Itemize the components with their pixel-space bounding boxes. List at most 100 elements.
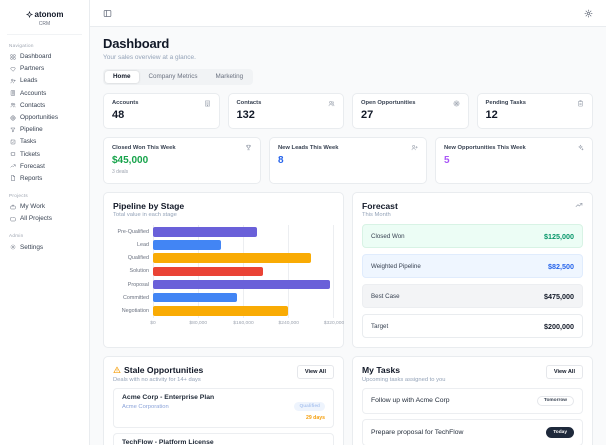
- task-due-badge: Today: [546, 427, 574, 438]
- sidebar-toggle-icon[interactable]: [103, 9, 112, 18]
- chart-bar-track: [153, 277, 334, 292]
- opportunity-company: Acme Corporation: [122, 403, 169, 410]
- sidebar-item[interactable]: Accounts: [7, 87, 82, 99]
- sidebar-item[interactable]: Opportunities: [7, 111, 82, 123]
- sidebar-item-label: My Work: [20, 203, 46, 211]
- stat-card-label: Pending Tasks: [485, 99, 526, 106]
- task-item[interactable]: Prepare proposal for TechFlow Today: [362, 419, 583, 445]
- sidebar-item[interactable]: Dashboard: [7, 51, 82, 63]
- chart-x-tick: $80,000: [189, 320, 208, 326]
- sidebar-item-label: Leads: [20, 77, 38, 85]
- stat-card-label: Contacts: [236, 99, 262, 106]
- page-subtitle: Your sales overview at a glance.: [103, 53, 196, 61]
- forecast-row-label: Target: [371, 322, 389, 330]
- sidebar-item[interactable]: Contacts: [7, 99, 82, 111]
- sidebar-item[interactable]: Tasks: [7, 136, 82, 148]
- sidebar-item-label: Tickets: [20, 150, 41, 158]
- tab[interactable]: Marketing: [215, 73, 244, 81]
- forecast-row-label: Closed Won: [371, 232, 405, 240]
- sidebar-item[interactable]: Partners: [7, 63, 82, 75]
- chart-category-label: Qualified: [127, 255, 149, 262]
- sidebar-item-label: Accounts: [20, 89, 47, 97]
- task-item[interactable]: Follow up with Acme Corp Tomorrow: [362, 387, 583, 415]
- dashboard-tabs: Home Company Metrics Marketing: [103, 68, 254, 85]
- stale-opportunity-item[interactable]: Acme Corp - Enterprise Plan Acme Corpora…: [113, 387, 334, 428]
- stat-cards-row: Accounts 48 Contacts 132 Open Opportunit…: [103, 92, 593, 130]
- chart-bar-track: [153, 225, 334, 239]
- chart-category-label: Negotiation: [121, 307, 149, 314]
- forecast-title: Forecast: [362, 200, 398, 211]
- sidebar-item-label: Opportunities: [20, 114, 59, 122]
- chart-bar-track: [153, 238, 334, 252]
- chart-category-label: Solution: [129, 268, 149, 275]
- stale-opportunity-item[interactable]: TechFlow - Platform License TechFlow Sol…: [113, 432, 334, 445]
- week-card-label: Closed Won This Week: [112, 145, 176, 152]
- trending-up-icon: [575, 201, 583, 209]
- stale-opportunities-panel: Stale Opportunities Deals with no activi…: [103, 356, 344, 445]
- tasks-list: Follow up with Acme Corp Tomorrow Prepar…: [362, 387, 583, 445]
- gear-icon[interactable]: [584, 9, 593, 18]
- sidebar-item[interactable]: Forecast: [7, 160, 82, 172]
- sidebar-item[interactable]: Tickets: [7, 148, 82, 160]
- sidebar-item[interactable]: Leads: [7, 75, 82, 87]
- sidebar-item-label: Partners: [20, 65, 45, 73]
- sidebar: atonom CRM Navigation Dashboard Partners: [0, 0, 90, 445]
- week-card-label: New Opportunities This Week: [444, 145, 526, 152]
- charts-row: Pipeline by Stage Total value in each st…: [103, 191, 593, 349]
- chart-row: Committed: [113, 291, 334, 305]
- sidebar-section-label: Projects: [9, 192, 28, 198]
- chart-category-label: Committed: [122, 294, 149, 301]
- sidebar-item[interactable]: Settings: [7, 241, 82, 253]
- app-logo-icon: [25, 11, 33, 18]
- sidebar-section-label: Admin: [9, 232, 24, 238]
- chart-bar-track: [153, 251, 334, 265]
- week-card-icon: [245, 144, 252, 151]
- sidebar-item-icon: [10, 115, 16, 121]
- chart-row: Solution: [113, 264, 334, 278]
- chart-category-label: Proposal: [127, 281, 149, 288]
- tasks-view-all-button[interactable]: View All: [545, 365, 583, 379]
- forecast-row: Best Case $475,000: [362, 284, 583, 309]
- task-due-badge: Tomorrow: [536, 395, 574, 407]
- page-title: Dashboard: [103, 36, 170, 51]
- sidebar-item-icon: [10, 244, 16, 250]
- week-metric-card: New Leads This Week 8: [269, 137, 427, 184]
- week-metric-card: New Opportunities This Week 5: [435, 137, 593, 184]
- tab[interactable]: Home: [105, 70, 139, 83]
- sidebar-item-icon: [10, 102, 16, 108]
- sidebar-item[interactable]: My Work: [7, 201, 82, 213]
- sidebar-nav-list: Dashboard Partners Leads Accounts: [7, 51, 82, 185]
- stat-card: Contacts 132: [227, 92, 344, 130]
- chart-bar-track: [153, 264, 334, 278]
- stat-card-icon: [577, 99, 584, 107]
- forecast-row: Closed Won $125,000: [362, 224, 583, 249]
- week-metric-card: Closed Won This Week $45,000 3 deals: [103, 137, 261, 184]
- sidebar-item[interactable]: Pipeline: [7, 124, 82, 136]
- sidebar-item-icon: [10, 175, 16, 182]
- main-area: Dashboard Your sales overview at a glanc…: [90, 0, 606, 445]
- chart-bar-track: [153, 304, 334, 318]
- stat-card: Open Opportunities 27: [352, 92, 469, 130]
- stale-view-all-button[interactable]: View All: [296, 365, 334, 379]
- app-logo-text: atonom: [34, 10, 64, 19]
- task-title: Follow up with Acme Corp: [371, 397, 450, 405]
- chart-row: Negotiation: [113, 304, 334, 318]
- forecast-row-value: $475,000: [544, 291, 574, 301]
- sidebar-item-icon: [10, 78, 16, 84]
- week-card-value: 5: [444, 155, 450, 167]
- week-card-subtext: 3 deals: [112, 168, 129, 175]
- week-card-value: $45,000: [112, 155, 149, 167]
- forecast-row: Target $200,000: [362, 314, 583, 339]
- tab[interactable]: Company Metrics: [148, 73, 198, 81]
- tasks-subtitle: Upcoming tasks assigned to you: [362, 376, 446, 383]
- chart-x-axis: $0 $80,000 $160,000 $240,000 $320,000: [150, 318, 344, 327]
- sidebar-item[interactable]: All Projects: [7, 213, 82, 225]
- sidebar-item-icon: [10, 216, 16, 222]
- chart-category-label: Lead: [137, 241, 149, 248]
- sidebar-item-icon: [10, 54, 16, 60]
- sidebar-item[interactable]: Reports: [7, 172, 82, 184]
- chart-bar: [153, 227, 258, 237]
- stat-card: Pending Tasks 12: [476, 92, 593, 130]
- week-card-subtext: [278, 169, 418, 174]
- chart-row: Qualified: [113, 251, 334, 265]
